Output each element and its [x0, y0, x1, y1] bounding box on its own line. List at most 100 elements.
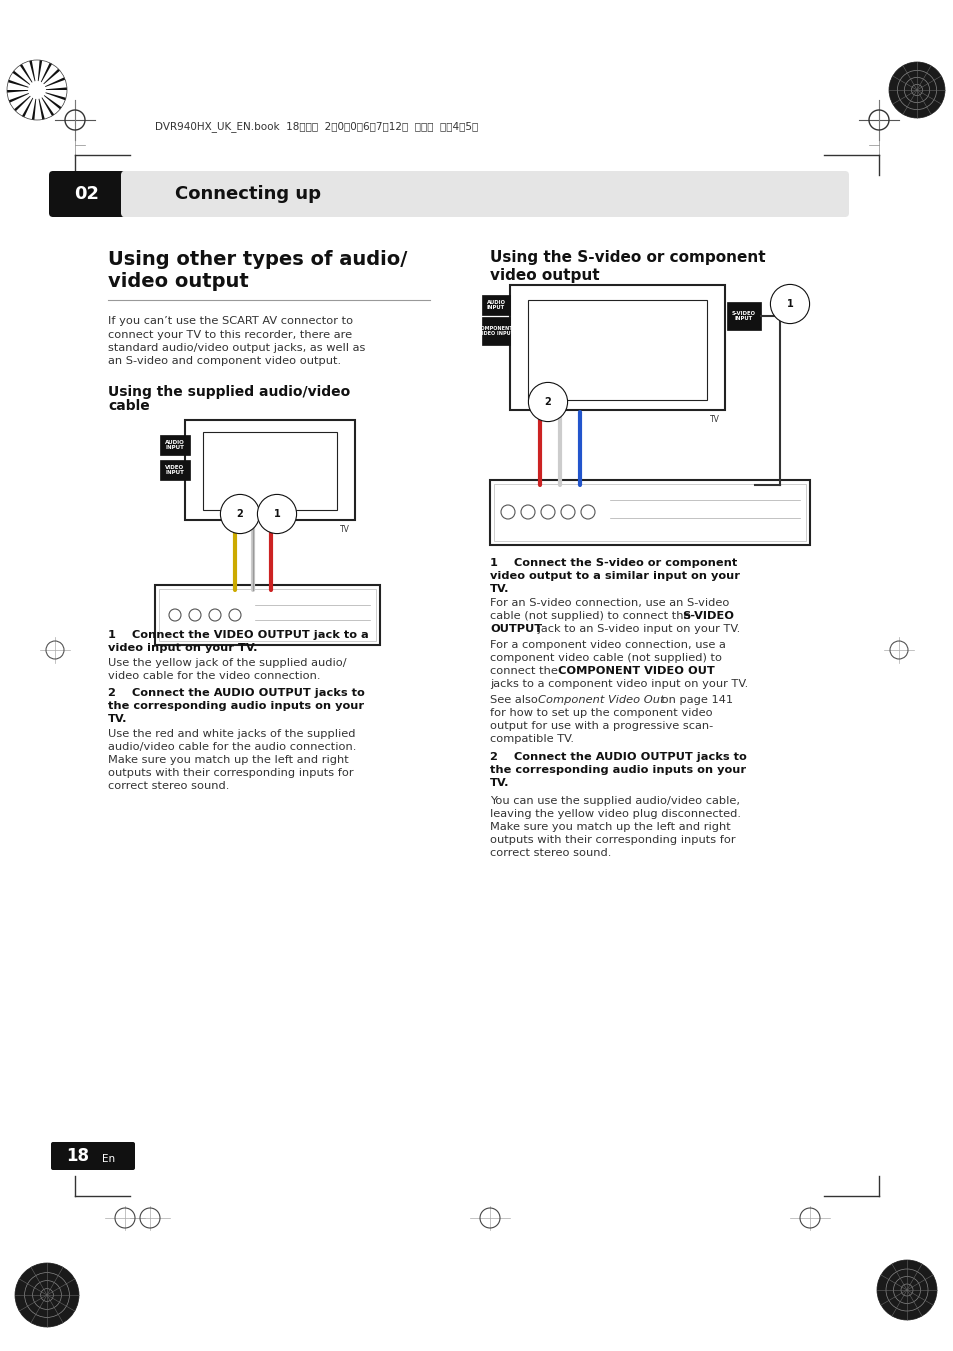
Text: Using the S-video or component: Using the S-video or component — [490, 250, 765, 265]
Text: If you can’t use the SCART AV connector to: If you can’t use the SCART AV connector … — [108, 316, 353, 326]
Text: TV: TV — [340, 526, 350, 534]
Wedge shape — [37, 91, 62, 109]
Text: 2: 2 — [236, 509, 243, 519]
Wedge shape — [27, 91, 37, 119]
Wedge shape — [7, 91, 37, 93]
FancyBboxPatch shape — [49, 172, 125, 218]
Wedge shape — [37, 69, 60, 91]
Wedge shape — [37, 61, 48, 91]
Bar — [154, 585, 379, 644]
Text: compatible TV.: compatible TV. — [490, 734, 574, 744]
Wedge shape — [37, 91, 58, 113]
Text: an S-video and component video output.: an S-video and component video output. — [108, 357, 341, 366]
Wedge shape — [12, 70, 37, 91]
Wedge shape — [37, 62, 52, 91]
Text: Use the red and white jacks of the supplied: Use the red and white jacks of the suppl… — [108, 730, 355, 739]
Wedge shape — [37, 91, 45, 119]
Bar — [160, 459, 190, 480]
Text: correct stereo sound.: correct stereo sound. — [108, 781, 229, 790]
Wedge shape — [20, 63, 37, 91]
Circle shape — [28, 81, 46, 99]
Text: audio/video cable for the audio connection.: audio/video cable for the audio connecti… — [108, 742, 356, 753]
Text: jack to an S-video input on your TV.: jack to an S-video input on your TV. — [534, 624, 740, 634]
FancyBboxPatch shape — [51, 1142, 135, 1170]
Text: 18: 18 — [67, 1147, 90, 1165]
Wedge shape — [37, 91, 67, 95]
Wedge shape — [14, 91, 37, 111]
Text: 1    Connect the VIDEO OUTPUT jack to a: 1 Connect the VIDEO OUTPUT jack to a — [108, 630, 369, 640]
Text: AUDIO
INPUT: AUDIO INPUT — [165, 439, 185, 450]
Bar — [185, 420, 355, 520]
Text: the corresponding audio inputs on your: the corresponding audio inputs on your — [108, 701, 364, 711]
Text: video input on your TV.: video input on your TV. — [108, 643, 257, 653]
Wedge shape — [37, 65, 56, 91]
Wedge shape — [11, 91, 37, 107]
Text: component video cable (not supplied) to: component video cable (not supplied) to — [490, 653, 721, 663]
Text: 02: 02 — [74, 185, 99, 203]
Wedge shape — [37, 91, 66, 100]
Wedge shape — [16, 68, 37, 91]
Text: jacks to a component video input on your TV.: jacks to a component video input on your… — [490, 680, 747, 689]
Bar — [481, 317, 510, 345]
Wedge shape — [8, 80, 37, 91]
Text: outputs with their corresponding inputs for: outputs with their corresponding inputs … — [108, 767, 354, 778]
Text: cable (not supplied) to connect the: cable (not supplied) to connect the — [490, 611, 694, 621]
Wedge shape — [37, 88, 67, 91]
Text: 2    Connect the AUDIO OUTPUT jacks to: 2 Connect the AUDIO OUTPUT jacks to — [108, 688, 364, 698]
Text: video cable for the video connection.: video cable for the video connection. — [108, 671, 320, 681]
Text: For an S-video connection, use an S-video: For an S-video connection, use an S-vide… — [490, 598, 729, 608]
Text: TV: TV — [709, 415, 720, 424]
Text: correct stereo sound.: correct stereo sound. — [490, 848, 611, 858]
Wedge shape — [37, 91, 64, 105]
Text: AUDIO
INPUT: AUDIO INPUT — [486, 300, 505, 311]
Text: You can use the supplied audio/video cable,: You can use the supplied audio/video cab… — [490, 796, 740, 807]
Wedge shape — [37, 91, 54, 116]
Wedge shape — [37, 82, 67, 91]
Text: video output: video output — [108, 272, 249, 290]
Text: For a component video connection, use a: For a component video connection, use a — [490, 640, 725, 650]
Bar — [510, 285, 724, 409]
Wedge shape — [37, 59, 42, 91]
Text: COMPONENT
VIDEO INPUT: COMPONENT VIDEO INPUT — [477, 326, 514, 336]
Bar — [159, 589, 375, 640]
Bar — [527, 300, 706, 400]
Bar — [726, 303, 760, 330]
Text: video output: video output — [490, 267, 599, 282]
Text: connect your TV to this recorder, there are: connect your TV to this recorder, there … — [108, 330, 352, 339]
Text: Connecting up: Connecting up — [174, 185, 320, 203]
Text: connect the: connect the — [490, 666, 561, 676]
Wedge shape — [30, 61, 37, 91]
Text: video output to a similar input on your: video output to a similar input on your — [490, 571, 740, 581]
Text: on page 141: on page 141 — [658, 694, 732, 705]
Text: S-VIDEO
INPUT: S-VIDEO INPUT — [731, 311, 755, 322]
Text: See also: See also — [490, 694, 541, 705]
Text: En: En — [102, 1154, 115, 1165]
Text: TV.: TV. — [108, 713, 128, 724]
Text: COMPONENT VIDEO OUT: COMPONENT VIDEO OUT — [558, 666, 714, 676]
Text: 1: 1 — [786, 299, 793, 309]
Text: S-VIDEO: S-VIDEO — [681, 611, 733, 621]
Text: TV.: TV. — [490, 584, 509, 594]
Wedge shape — [37, 91, 40, 120]
Circle shape — [888, 62, 944, 118]
Wedge shape — [18, 91, 37, 115]
Bar — [494, 484, 805, 540]
Text: leaving the yellow video plug disconnected.: leaving the yellow video plug disconnect… — [490, 809, 740, 819]
Text: Make sure you match up the left and right: Make sure you match up the left and righ… — [490, 821, 730, 832]
Text: VIDEO
INPUT: VIDEO INPUT — [165, 465, 184, 476]
Text: cable: cable — [108, 399, 150, 413]
Wedge shape — [24, 62, 37, 91]
Text: 2    Connect the AUDIO OUTPUT jacks to: 2 Connect the AUDIO OUTPUT jacks to — [490, 753, 746, 762]
Wedge shape — [9, 91, 37, 103]
Text: DVR940HX_UK_EN.book  18ページ  2　0　0　6年7月12日  水曜日  午後4晎5分: DVR940HX_UK_EN.book 18ページ 2 0 0 6年7月12日 … — [154, 122, 477, 132]
Text: 1: 1 — [274, 509, 280, 519]
Text: Use the yellow jack of the supplied audio/: Use the yellow jack of the supplied audi… — [108, 658, 346, 667]
Text: 1    Connect the S-video or component: 1 Connect the S-video or component — [490, 558, 737, 567]
Wedge shape — [37, 91, 50, 118]
Circle shape — [876, 1260, 936, 1320]
Bar — [490, 480, 809, 544]
Bar — [160, 435, 190, 455]
Text: the corresponding audio inputs on your: the corresponding audio inputs on your — [490, 765, 745, 775]
Text: Component Video Out: Component Video Out — [537, 694, 664, 705]
Wedge shape — [10, 76, 37, 91]
